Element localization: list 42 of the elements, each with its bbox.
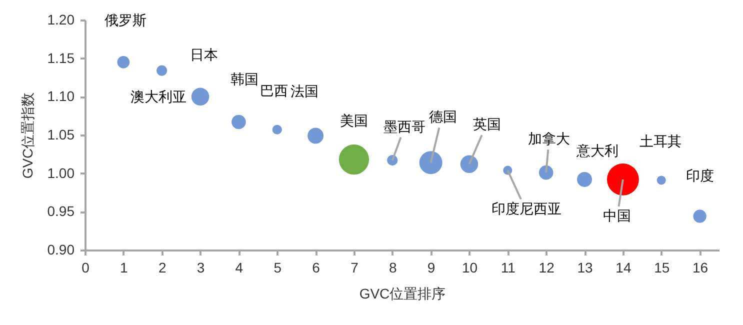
annotation: 加拿大: [528, 130, 570, 147]
annotation: 英国: [473, 116, 502, 132]
annotation: 意大利: [576, 142, 619, 158]
y-tick-label: 1.05: [47, 126, 75, 142]
x-tick-label: 6: [312, 260, 320, 276]
annotation: 巴西: [260, 82, 288, 99]
y-tick-label: 1.00: [47, 164, 75, 181]
x-tick-label: 14: [616, 260, 632, 276]
x-tick-label: 9: [427, 260, 436, 276]
annotation: 俄罗斯: [104, 12, 146, 28]
y-tick-label: 0.90: [47, 242, 75, 258]
annotation: 法国: [290, 82, 319, 99]
y-tick-label: 0.95: [47, 203, 75, 220]
annotation: 土耳其: [639, 133, 682, 150]
y-tick-label: 1.10: [47, 88, 75, 104]
annotation: 德国: [428, 108, 457, 125]
x-tick-label: 3: [196, 260, 205, 276]
annotation: 澳大利亚: [130, 88, 186, 105]
annotation: 韩国: [230, 70, 259, 87]
x-axis-title: GVC位置排序: [359, 286, 446, 302]
x-tick-label: 12: [538, 260, 555, 276]
annotation: 中国: [602, 207, 631, 224]
x-tick-label: 5: [274, 260, 282, 276]
annotation: 美国: [340, 112, 368, 129]
x-tick-label: 13: [577, 260, 594, 276]
x-tick-label: 0: [82, 260, 90, 276]
y-tick-label: 1.20: [47, 12, 75, 28]
x-tick-label: 1: [120, 260, 128, 276]
x-tick-label: 16: [692, 260, 708, 276]
annotation: 日本: [190, 46, 218, 63]
x-tick-label: 11: [500, 260, 516, 276]
annotation: 墨西哥: [383, 118, 426, 134]
annotation: 印度: [686, 167, 714, 184]
x-tick-label: 15: [654, 260, 670, 276]
x-tick-label: 2: [158, 260, 166, 276]
annotation: 印度尼西亚: [492, 200, 562, 216]
x-tick-label: 10: [462, 260, 478, 276]
y-axis-title: GVC位置指数: [19, 92, 36, 179]
x-tick-label: 4: [235, 260, 244, 276]
x-tick-label: 7: [350, 260, 359, 276]
y-tick-label: 1.15: [47, 50, 75, 66]
x-tick-label: 8: [388, 260, 397, 276]
